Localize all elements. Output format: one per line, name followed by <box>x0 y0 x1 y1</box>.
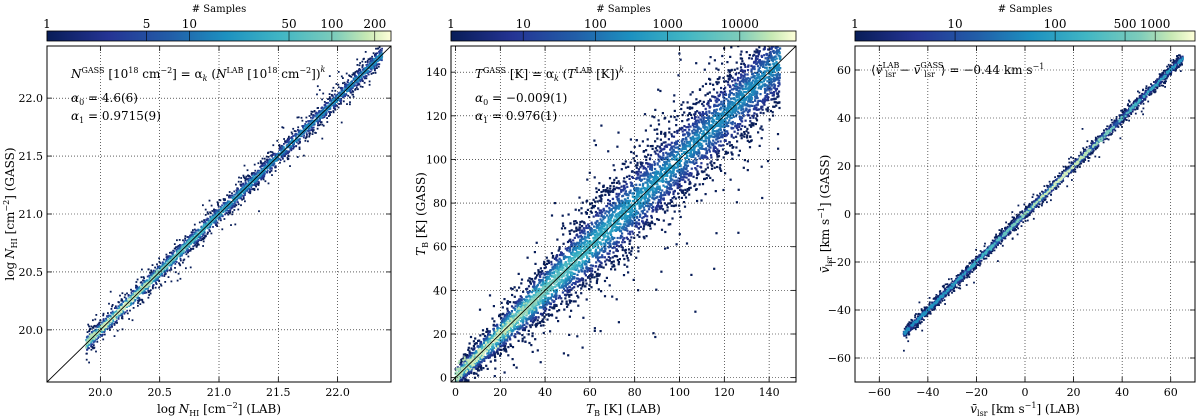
colorbar-tick-label: 100 <box>1044 17 1067 31</box>
grid <box>451 46 796 382</box>
x-tick-label: 140 <box>759 386 780 399</box>
y-tick-label: 22.0 <box>19 92 44 105</box>
x-axis-label: v̄lsr [km s−1] (LAB) <box>970 401 1080 418</box>
y-tick-label: 20 <box>837 160 851 173</box>
fit-parameter: α0 = −0.009(1) <box>475 91 567 107</box>
colorbar-tick-label: 5 <box>143 17 151 31</box>
fit-formula: ⟨v̄LAB lsr − v̄GASS lsr ⟩ = −0.44 km s−1 <box>871 61 1044 79</box>
colorbar-title: # Samples <box>596 4 651 15</box>
y-axis-label: v̄lsr [km s−1] (GASS) <box>817 155 834 274</box>
x-tick-label: 21.0 <box>207 386 232 399</box>
x-tick-label: 100 <box>669 386 690 399</box>
colorbar-tick-label: 500 <box>1114 17 1137 31</box>
colorbar-gradient <box>46 30 392 42</box>
x-tick-label: −20 <box>965 386 988 399</box>
x-axis-label: log NHI [cm−2] (LAB) <box>157 401 281 418</box>
x-tick-label: −40 <box>916 386 939 399</box>
chart-panel-column-density: 20.0 20.5 21.0 21.5 22.0 20.0 20.5 21.0 21.5 22.0… <box>2 4 392 418</box>
colorbar: 1 10 100 1000 10000 # Samples <box>447 4 797 42</box>
plot-frame <box>450 45 797 383</box>
y-tick-label: 80 <box>433 197 447 210</box>
y-tick-label: 20.5 <box>19 266 44 279</box>
x-tick-label: 20 <box>493 386 507 399</box>
colorbar-tick-label: 50 <box>281 17 296 31</box>
fit-formula: NGASS [1018 cm−2] = αk (NLAB [1018 cm−2]… <box>70 65 326 83</box>
colorbar-gradient <box>854 30 1196 42</box>
colorbar-tick-label: 1000 <box>1140 17 1171 31</box>
x-tick-label: 0 <box>1022 386 1029 399</box>
y-tick-label: −20 <box>828 256 851 269</box>
x-tick-label: 20.5 <box>147 386 172 399</box>
y-tick-label: 20 <box>433 328 447 341</box>
colorbar-tick-label: 100 <box>584 17 607 31</box>
x-tick-label: 80 <box>628 386 642 399</box>
y-tick-label: 0 <box>440 372 447 385</box>
fit-parameter: α0 = 4.6(6) <box>71 91 138 107</box>
y-tick-label: 0 <box>844 208 851 221</box>
colorbar-tick-label: 10 <box>516 17 531 31</box>
colorbar-tick-label: 200 <box>363 17 386 31</box>
colorbar-tick-label: 10 <box>182 17 197 31</box>
fit-formula: TGASS [K] = αk (TLAB [K])k <box>475 65 624 83</box>
grid <box>855 46 1195 382</box>
x-tick-label: 40 <box>1115 386 1129 399</box>
y-axis-label: TB [K] (GASS) <box>414 172 430 256</box>
chart-panel-brightness-temperature: 0 20 40 60 80 100 120 140 0 20 40 60 80 100 120 140 TB [… <box>414 4 797 418</box>
y-tick-label: 60 <box>433 241 447 254</box>
x-tick-label: −60 <box>868 386 891 399</box>
x-tick-label: 20.0 <box>88 386 113 399</box>
y-tick-label: 120 <box>426 110 447 123</box>
x-tick-label: 60 <box>583 386 597 399</box>
chart-panel-velocity: −60 −40 −20 0 20 40 60 −60 −40 −20 0 20 40 60 v̄lsr [k… <box>817 4 1196 418</box>
one-to-one-line <box>47 46 391 382</box>
x-tick-label: 20 <box>1067 386 1081 399</box>
colorbar-tick-label: 1 <box>43 17 51 31</box>
y-tick-label: 40 <box>433 284 447 297</box>
y-tick-label: 40 <box>837 112 851 125</box>
colorbar-tick-label: 1000 <box>652 17 683 31</box>
x-tick-label: 60 <box>1164 386 1178 399</box>
x-tick-label: 40 <box>538 386 552 399</box>
colorbar-title: # Samples <box>998 4 1053 15</box>
x-tick-label: 22.0 <box>325 386 350 399</box>
fit-parameter: α1 = 0.976(1) <box>475 109 557 125</box>
colorbar-gradient <box>450 30 797 42</box>
colorbar-tick-label: 10 <box>947 17 962 31</box>
colorbar: 1 10 100 500 1000 # Samples <box>851 4 1196 42</box>
y-tick-label: −40 <box>828 304 851 317</box>
colorbar-title: # Samples <box>192 4 247 15</box>
y-axis-label: logNHI [cm−2] (GASS) <box>2 147 19 280</box>
colorbar: 1 5 10 50 100 200 # Samples <box>43 4 392 42</box>
colorbar-tick-label: 1 <box>447 17 455 31</box>
colorbar-tick-label: 1 <box>851 17 859 31</box>
y-tick-label: 21.5 <box>19 150 44 163</box>
y-tick-label: 21.0 <box>19 208 44 221</box>
colorbar-tick-label: 100 <box>320 17 343 31</box>
x-tick-label: 120 <box>714 386 735 399</box>
y-tick-label: 60 <box>837 64 851 77</box>
y-tick-label: 20.0 <box>19 324 44 337</box>
x-tick-label: 0 <box>452 386 459 399</box>
fit-parameter: α1 = 0.9715(9) <box>71 109 161 125</box>
y-tick-label: 100 <box>426 153 447 166</box>
one-to-one-line <box>451 46 796 382</box>
y-tick-label: −60 <box>828 352 851 365</box>
x-tick-label: 21.5 <box>266 386 291 399</box>
x-axis-label: TB [K] (LAB) <box>586 402 661 418</box>
colorbar-tick-label: 10000 <box>721 17 759 31</box>
y-tick-label: 140 <box>426 66 447 79</box>
